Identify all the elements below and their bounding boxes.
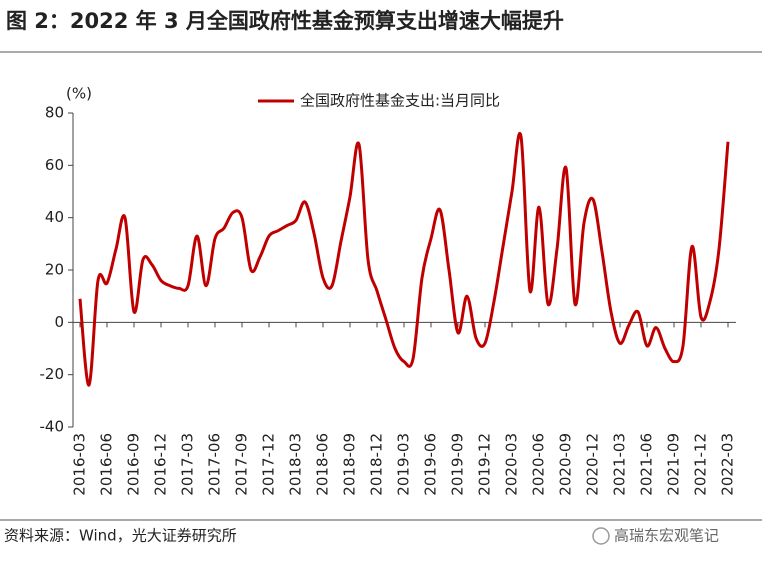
x-tick-label: 2017-12	[260, 433, 278, 496]
x-tick-label: 2020-03	[503, 433, 521, 496]
y-tick-label: 0	[54, 313, 64, 331]
watermark-icon	[592, 527, 610, 545]
legend-label: 全国政府性基金支出:当月同比	[300, 92, 500, 110]
x-tick-label: 2021-03	[611, 433, 629, 496]
x-tick-label: 2018-06	[314, 433, 332, 496]
y-tick-label: -40	[40, 418, 65, 436]
source: 资料来源：Wind，光大证券研究所	[4, 527, 237, 545]
x-tick-label: 2016-06	[98, 433, 116, 496]
x-tick-label: 2018-12	[368, 433, 386, 496]
x-tick-label: 2020-12	[584, 433, 602, 496]
x-tick-label: 2018-03	[287, 433, 305, 496]
y-tick-label: 80	[45, 104, 64, 122]
x-tick-label: 2019-03	[395, 433, 413, 496]
x-tick-label: 2017-03	[179, 433, 197, 496]
x-tick-label: 2021-06	[638, 433, 656, 496]
chart-title: 图 2：2022 年 3 月全国政府性基金预算支出增速大幅提升	[6, 9, 564, 33]
x-tick-label: 2016-03	[71, 433, 89, 496]
x-tick-label: 2016-09	[125, 433, 143, 496]
x-tick-label: 2019-12	[476, 433, 494, 496]
x-tick-label: 2016-12	[152, 433, 170, 496]
x-tick-label: 2019-06	[422, 433, 440, 496]
y-tick-label: -20	[40, 365, 65, 383]
x-tick-label: 2021-12	[692, 433, 710, 496]
x-tick-label: 2018-09	[341, 433, 359, 496]
watermark: 高瑞东宏观笔记	[614, 527, 719, 545]
x-tick-label: 2019-09	[449, 433, 467, 496]
x-tick-label: 2021-09	[665, 433, 683, 496]
y-tick-label: 60	[45, 156, 64, 174]
series-line	[78, 132, 730, 387]
x-tick-label: 2020-06	[530, 433, 548, 496]
y-tick-label: 40	[45, 208, 64, 226]
x-tick-label: 2020-09	[557, 433, 575, 496]
x-tick-label: 2022-03	[719, 433, 737, 496]
y-tick-label: 20	[45, 261, 64, 279]
x-tick-label: 2017-09	[233, 433, 251, 496]
y-axis-label: (%)	[66, 85, 92, 103]
x-tick-label: 2017-06	[206, 433, 224, 496]
